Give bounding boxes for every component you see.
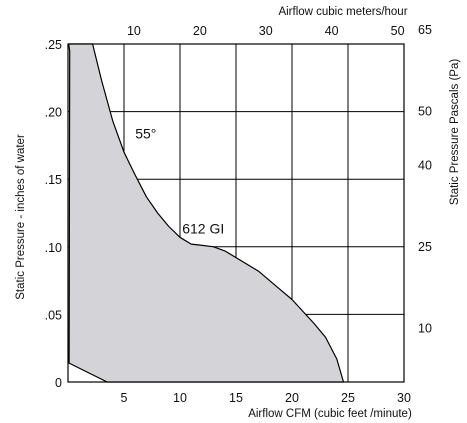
x-top-tick-label: 30 [259,24,273,38]
annotation-label: 612 GI [182,220,224,236]
axis-titles: Airflow cubic meters/hour Airflow CFM (c… [15,6,461,420]
x-bottom-tick-label: 30 [397,391,411,405]
x-top-tick-label: 40 [325,24,339,38]
y-left-tick-label: .10 [45,241,62,255]
x-bottom-tick-label: 15 [229,391,243,405]
y-right-tick-label: 50 [418,104,432,118]
y-left-tick-label: .15 [45,173,62,187]
x-bottom-axis-title: Airflow CFM (cubic feet /minute) [248,408,412,420]
annotation-label: 55° [135,126,156,142]
x-bottom-tick-label: 5 [121,391,128,405]
x-bottom-tick-label: 10 [173,391,187,405]
x-top-tick-label: 20 [193,24,207,38]
y-left-tick-label: .25 [45,38,62,52]
y-left-axis-title: Static Pressure - inches of water [15,134,27,300]
y-left-tick-label: 0 [55,376,62,390]
x-top-axis-title: Airflow cubic meters/hour [278,6,407,18]
x-top-tick-label: 50 [391,24,405,38]
y-right-axis-title: Static Pressure Pascals (Pa) [449,59,461,206]
tick-labels: 0 .05 .10 .15 .20 .25 5 10 15 20 25 30 10 20 30 40 50 10 2… [45,23,432,405]
series-area-0 [68,43,345,383]
y-right-tick-label: 25 [418,240,432,254]
y-left-tick-label: .05 [45,308,62,322]
annotations: 55° 612 GI [135,126,224,237]
x-top-tick-label: 10 [127,24,141,38]
x-bottom-tick-label: 20 [285,391,299,405]
series-area-layer [68,43,345,383]
x-bottom-tick-label: 25 [341,391,355,405]
y-left-tick-label: .20 [45,106,62,120]
y-right-tick-label: 40 [418,159,432,173]
y-right-tick-label: 10 [418,322,432,336]
y-right-tick-label: 65 [418,23,432,37]
